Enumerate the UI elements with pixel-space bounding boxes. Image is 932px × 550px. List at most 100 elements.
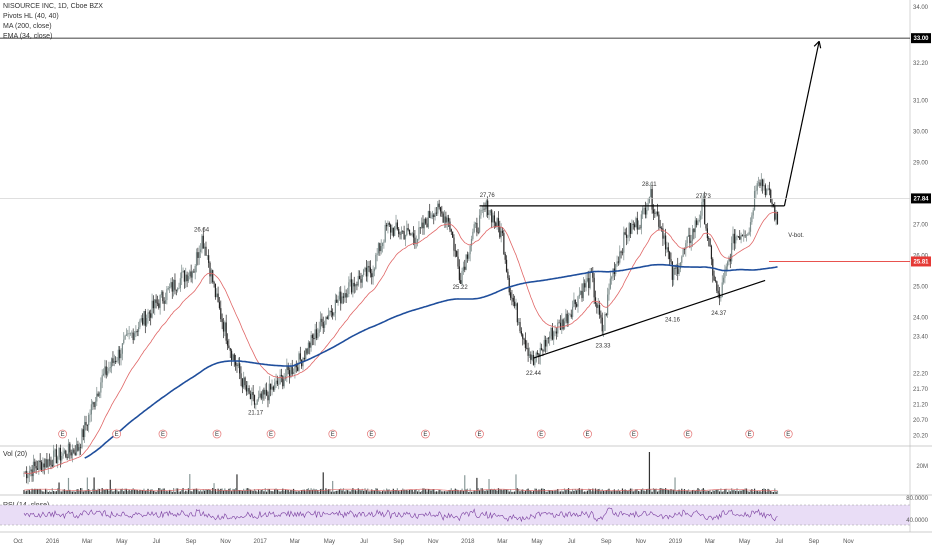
- candle-body: [733, 233, 735, 244]
- candle-body: [526, 347, 528, 349]
- volume-bar: [528, 490, 531, 494]
- candle-body: [592, 272, 594, 278]
- candle-body: [152, 300, 154, 309]
- volume-bar: [139, 489, 141, 494]
- candle-body: [216, 293, 218, 298]
- volume-bar: [772, 491, 775, 494]
- candle-body: [685, 243, 687, 250]
- time-tick-label: Mar: [82, 539, 92, 545]
- volume-bar: [364, 488, 366, 494]
- volume-bar: [116, 490, 118, 494]
- volume-bar: [419, 491, 421, 494]
- volume-bar: [175, 488, 177, 494]
- volume-bar: [131, 489, 133, 494]
- candle-body: [499, 226, 501, 238]
- candle-body: [642, 208, 644, 215]
- volume-bar: [662, 488, 664, 494]
- pivot-label: 27.76: [480, 193, 496, 199]
- candle-body: [148, 312, 150, 314]
- volume-bar: [536, 490, 539, 494]
- volume-bar: [543, 489, 545, 494]
- time-tick-label: Oct: [13, 539, 23, 545]
- volume-bar: [514, 491, 516, 494]
- volume-bar: [75, 489, 78, 494]
- volume-bar: [480, 488, 482, 494]
- candle-body: [187, 276, 190, 282]
- volume-bar: [425, 489, 427, 494]
- volume-bar: [551, 490, 553, 494]
- candle-body: [480, 210, 482, 216]
- volume-bar: [607, 489, 609, 494]
- volume-bar: [117, 491, 119, 494]
- candle-body: [770, 189, 772, 203]
- legend-symbol[interactable]: NISOURCE INC, 1D, Cboe BZX: [3, 3, 103, 10]
- volume-bar: [360, 490, 362, 494]
- candle-body: [354, 284, 357, 287]
- volume-bar: [464, 475, 466, 494]
- volume-bar: [625, 490, 628, 494]
- volume-bar: [423, 488, 425, 494]
- time-tick-label: Sep: [601, 539, 612, 545]
- volume-bar: [571, 489, 574, 494]
- candle-body: [449, 221, 451, 230]
- candle-body: [505, 259, 508, 272]
- candle-body: [47, 459, 49, 468]
- volume-bar: [540, 488, 543, 494]
- candle-body: [291, 366, 293, 375]
- volume-bar: [558, 491, 560, 494]
- candle-body: [124, 335, 126, 340]
- candle-body: [89, 414, 91, 415]
- candle-body: [674, 268, 676, 269]
- legend-pivots[interactable]: Pivots HL (40, 40): [3, 13, 59, 20]
- candle-body: [111, 358, 113, 368]
- time-tick-label: 2016: [46, 539, 60, 545]
- volume-bar: [562, 491, 564, 494]
- volume-bar: [147, 488, 149, 494]
- candle-body: [655, 211, 657, 214]
- candle-body: [722, 277, 725, 283]
- volume-bar: [577, 489, 579, 494]
- candle-body: [690, 240, 692, 244]
- volume-pane-label[interactable]: Vol (20): [3, 451, 28, 458]
- volume-bar: [171, 491, 173, 494]
- volume-bar: [243, 488, 245, 494]
- volume-bar: [164, 491, 167, 494]
- candle-body: [222, 322, 225, 332]
- candle-body: [168, 287, 171, 288]
- candle-body: [365, 267, 367, 277]
- legend-ema[interactable]: EMA (34, close): [3, 33, 53, 40]
- candle-body: [394, 226, 396, 236]
- candle-body: [247, 388, 249, 392]
- volume-bar: [594, 488, 597, 494]
- volume-bar: [439, 489, 442, 494]
- candle-body: [59, 447, 61, 461]
- volume-bar: [326, 489, 328, 494]
- volume-bar: [481, 488, 483, 494]
- volume-bar: [491, 488, 493, 494]
- volume-bar: [674, 477, 676, 494]
- volume-bar: [619, 490, 621, 494]
- volume-bar: [526, 489, 528, 494]
- earnings-marker-text: E: [786, 432, 790, 438]
- volume-bar: [576, 490, 578, 494]
- volume-bar: [123, 491, 125, 494]
- volume-bar: [609, 490, 611, 494]
- volume-bar: [542, 488, 544, 494]
- candle-body: [217, 293, 219, 303]
- candle-body: [697, 220, 699, 225]
- volume-bar: [771, 491, 773, 494]
- candle-body: [624, 232, 626, 235]
- candle-body: [554, 331, 556, 333]
- candle-body: [445, 216, 447, 223]
- volume-bar: [251, 490, 253, 494]
- candle-body: [337, 299, 339, 303]
- candle-body: [508, 277, 510, 293]
- price-tick-label: 32.20: [913, 61, 929, 67]
- volume-bar: [86, 477, 88, 494]
- candle-body: [616, 261, 618, 265]
- candle-body: [294, 365, 296, 373]
- legend-ma[interactable]: MA (200, close): [3, 23, 52, 30]
- volume-bar: [422, 488, 424, 494]
- candle-body: [453, 237, 455, 251]
